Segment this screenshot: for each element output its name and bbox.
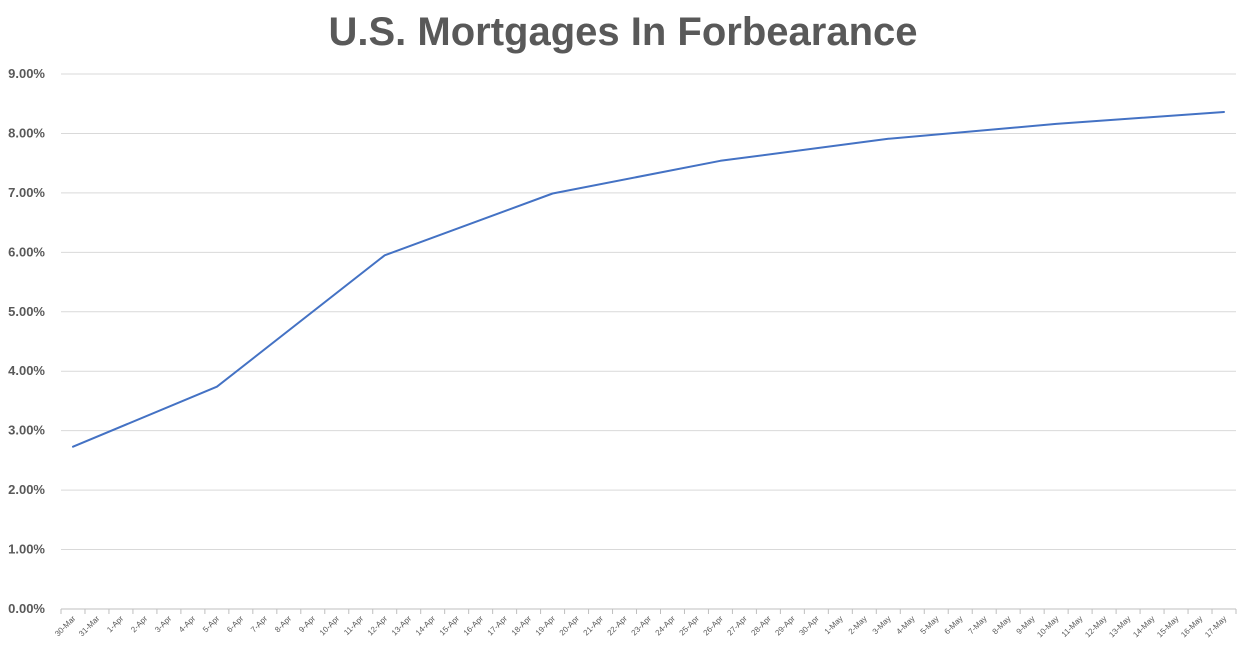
x-tick-label: 6-May — [943, 614, 965, 636]
y-tick-label: 9.00% — [8, 66, 45, 81]
x-tick-label: 16-Apr — [462, 614, 486, 638]
x-tick-label: 7-May — [967, 614, 989, 636]
x-tick-label: 8-May — [991, 614, 1013, 636]
x-tick-label: 17-May — [1203, 614, 1228, 639]
y-tick-label: 7.00% — [8, 185, 45, 200]
x-tick-label: 15-May — [1155, 614, 1180, 639]
x-tick-label: 23-Apr — [630, 614, 654, 638]
x-tick-label: 5-May — [919, 614, 941, 636]
x-tick-label: 30-Mar — [53, 614, 78, 639]
x-tick-label: 12-Apr — [366, 614, 390, 638]
y-tick-label: 5.00% — [8, 304, 45, 319]
x-tick-label: 24-Apr — [654, 614, 678, 638]
x-tick-label: 30-Apr — [797, 614, 821, 638]
x-tick-label: 9-May — [1015, 614, 1037, 636]
y-tick-label: 3.00% — [8, 423, 45, 438]
y-tick-label: 6.00% — [8, 244, 45, 259]
x-tick-label: 14-May — [1131, 614, 1156, 639]
x-tick-label: 5-Apr — [201, 614, 221, 634]
y-tick-label: 1.00% — [8, 542, 45, 557]
x-tick-label: 12-May — [1083, 614, 1108, 639]
x-tick-label: 10-May — [1035, 614, 1060, 639]
x-tick-label: 2-Apr — [129, 614, 149, 634]
x-tick-label: 9-Apr — [297, 614, 317, 634]
x-tick-label: 29-Apr — [773, 614, 797, 638]
x-tick-label: 25-Apr — [678, 614, 702, 638]
chart-title: U.S. Mortgages In Forbearance — [328, 10, 918, 54]
x-tick-label: 22-Apr — [606, 614, 630, 638]
x-tick-label: 31-Mar — [77, 614, 102, 639]
x-tick-label: 4-May — [895, 614, 917, 636]
y-tick-label: 8.00% — [8, 125, 45, 140]
x-tick-label: 11-Apr — [342, 614, 365, 637]
x-tick-label: 6-Apr — [225, 614, 245, 634]
y-tick-label: 2.00% — [8, 482, 45, 497]
x-tick-label: 2-May — [847, 614, 869, 636]
x-tick-label: 27-Apr — [725, 614, 749, 638]
x-tick-label: 17-Apr — [486, 614, 510, 638]
series-line — [72, 111, 1225, 448]
x-tick-label: 21-Apr — [582, 614, 606, 638]
x-tick-label: 18-Apr — [510, 614, 534, 638]
x-tick-label: 11-May — [1060, 614, 1085, 639]
x-tick-label: 10-Apr — [318, 614, 342, 638]
x-tick-label: 16-May — [1179, 614, 1204, 639]
x-tick-label: 3-May — [871, 614, 893, 636]
x-tick-label: 8-Apr — [273, 614, 293, 634]
x-tick-label: 13-May — [1107, 614, 1132, 639]
x-tick-label: 1-Apr — [105, 614, 125, 634]
x-tick-label: 3-Apr — [153, 614, 173, 634]
x-tick-label: 20-Apr — [558, 614, 582, 638]
x-tick-label: 26-Apr — [702, 614, 726, 638]
x-tick-label: 13-Apr — [390, 614, 414, 638]
x-tick-label: 4-Apr — [177, 614, 197, 634]
x-tick-label: 15-Apr — [438, 614, 462, 638]
x-tick-label: 14-Apr — [414, 614, 438, 638]
x-tick-label: 1-May — [823, 614, 845, 636]
x-tick-label: 19-Apr — [534, 614, 558, 638]
x-tick-label: 28-Apr — [749, 614, 773, 638]
x-tick-label: 7-Apr — [249, 614, 269, 634]
y-tick-label: 0.00% — [8, 601, 45, 616]
y-tick-label: 4.00% — [8, 363, 45, 378]
